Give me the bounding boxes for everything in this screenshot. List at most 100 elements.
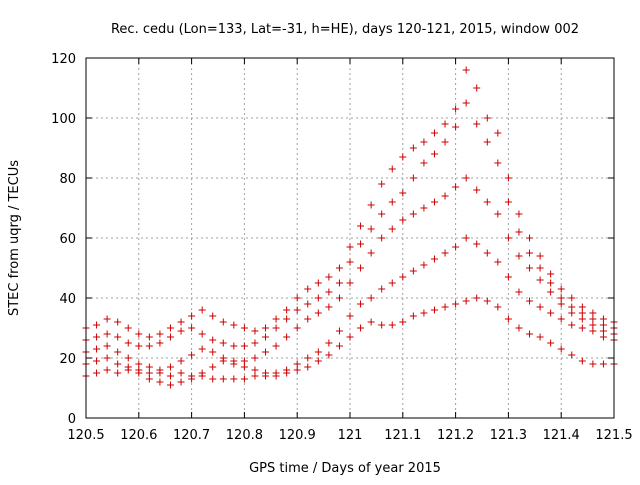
data-point — [251, 339, 259, 347]
data-point — [357, 324, 365, 332]
data-point — [272, 324, 280, 332]
data-point — [262, 369, 270, 377]
data-point — [409, 174, 417, 182]
data-point — [452, 105, 460, 113]
data-point — [103, 354, 111, 362]
data-point — [283, 315, 291, 323]
data-point — [409, 210, 417, 218]
data-point — [103, 330, 111, 338]
data-point — [494, 210, 502, 218]
data-point — [504, 174, 512, 182]
data-point — [547, 309, 555, 317]
data-point — [219, 354, 227, 362]
data-point — [441, 303, 449, 311]
data-point — [568, 303, 576, 311]
x-tick-label: 121.5 — [595, 428, 632, 443]
x-tick-label: 120.6 — [120, 428, 157, 443]
data-point — [272, 342, 280, 350]
data-point — [325, 339, 333, 347]
data-point — [219, 339, 227, 347]
data-point — [494, 129, 502, 137]
data-point — [114, 360, 122, 368]
data-point — [504, 273, 512, 281]
data-point — [367, 225, 375, 233]
data-point — [452, 300, 460, 308]
data-point — [114, 318, 122, 326]
data-point — [114, 369, 122, 377]
data-point — [388, 279, 396, 287]
data-point — [103, 366, 111, 374]
data-point — [325, 288, 333, 296]
y-tick-label: 100 — [51, 112, 76, 127]
data-point — [283, 366, 291, 374]
data-point — [177, 318, 185, 326]
data-point — [251, 366, 259, 374]
data-point — [124, 354, 132, 362]
data-point — [357, 264, 365, 272]
data-point — [409, 312, 417, 320]
data-point — [367, 201, 375, 209]
data-point — [219, 375, 227, 383]
data-point — [314, 348, 322, 356]
data-point — [557, 345, 565, 353]
data-point — [462, 66, 470, 74]
y-tick-label: 20 — [59, 352, 76, 367]
data-point — [420, 261, 428, 269]
data-point — [420, 138, 428, 146]
x-tick-label: 120.8 — [226, 428, 263, 443]
data-point — [430, 198, 438, 206]
data-point — [166, 372, 174, 380]
data-point — [135, 342, 143, 350]
data-point — [240, 363, 248, 371]
data-point — [599, 327, 607, 335]
data-point — [209, 312, 217, 320]
data-point — [304, 363, 312, 371]
data-point — [568, 351, 576, 359]
data-point — [314, 357, 322, 365]
data-point — [124, 324, 132, 332]
data-point — [473, 186, 481, 194]
data-point — [198, 330, 206, 338]
data-point — [230, 321, 238, 329]
data-point — [251, 354, 259, 362]
data-point — [515, 324, 523, 332]
data-point — [430, 150, 438, 158]
data-point — [93, 369, 101, 377]
data-point — [547, 339, 555, 347]
x-tick-label: 120.7 — [173, 428, 210, 443]
data-point — [293, 360, 301, 368]
data-point — [103, 342, 111, 350]
data-point — [441, 138, 449, 146]
data-point — [209, 375, 217, 383]
data-point — [293, 366, 301, 374]
data-point — [568, 309, 576, 317]
data-point — [188, 351, 196, 359]
data-point — [124, 339, 132, 347]
data-point — [357, 300, 365, 308]
data-point — [420, 309, 428, 317]
data-point — [314, 309, 322, 317]
data-point — [462, 99, 470, 107]
data-point — [283, 306, 291, 314]
data-point — [378, 285, 386, 293]
data-point — [568, 321, 576, 329]
data-point — [346, 312, 354, 320]
x-tick-label: 120.9 — [279, 428, 316, 443]
data-point — [166, 363, 174, 371]
data-point — [599, 315, 607, 323]
data-point — [388, 321, 396, 329]
data-point — [145, 333, 153, 341]
data-point — [589, 360, 597, 368]
data-point — [599, 360, 607, 368]
data-point — [399, 153, 407, 161]
data-point — [589, 315, 597, 323]
data-point — [293, 306, 301, 314]
data-point — [304, 315, 312, 323]
data-point — [378, 321, 386, 329]
data-point — [399, 273, 407, 281]
data-point — [188, 324, 196, 332]
x-axis-label: GPS time / Days of year 2015 — [249, 461, 441, 476]
data-point — [420, 204, 428, 212]
